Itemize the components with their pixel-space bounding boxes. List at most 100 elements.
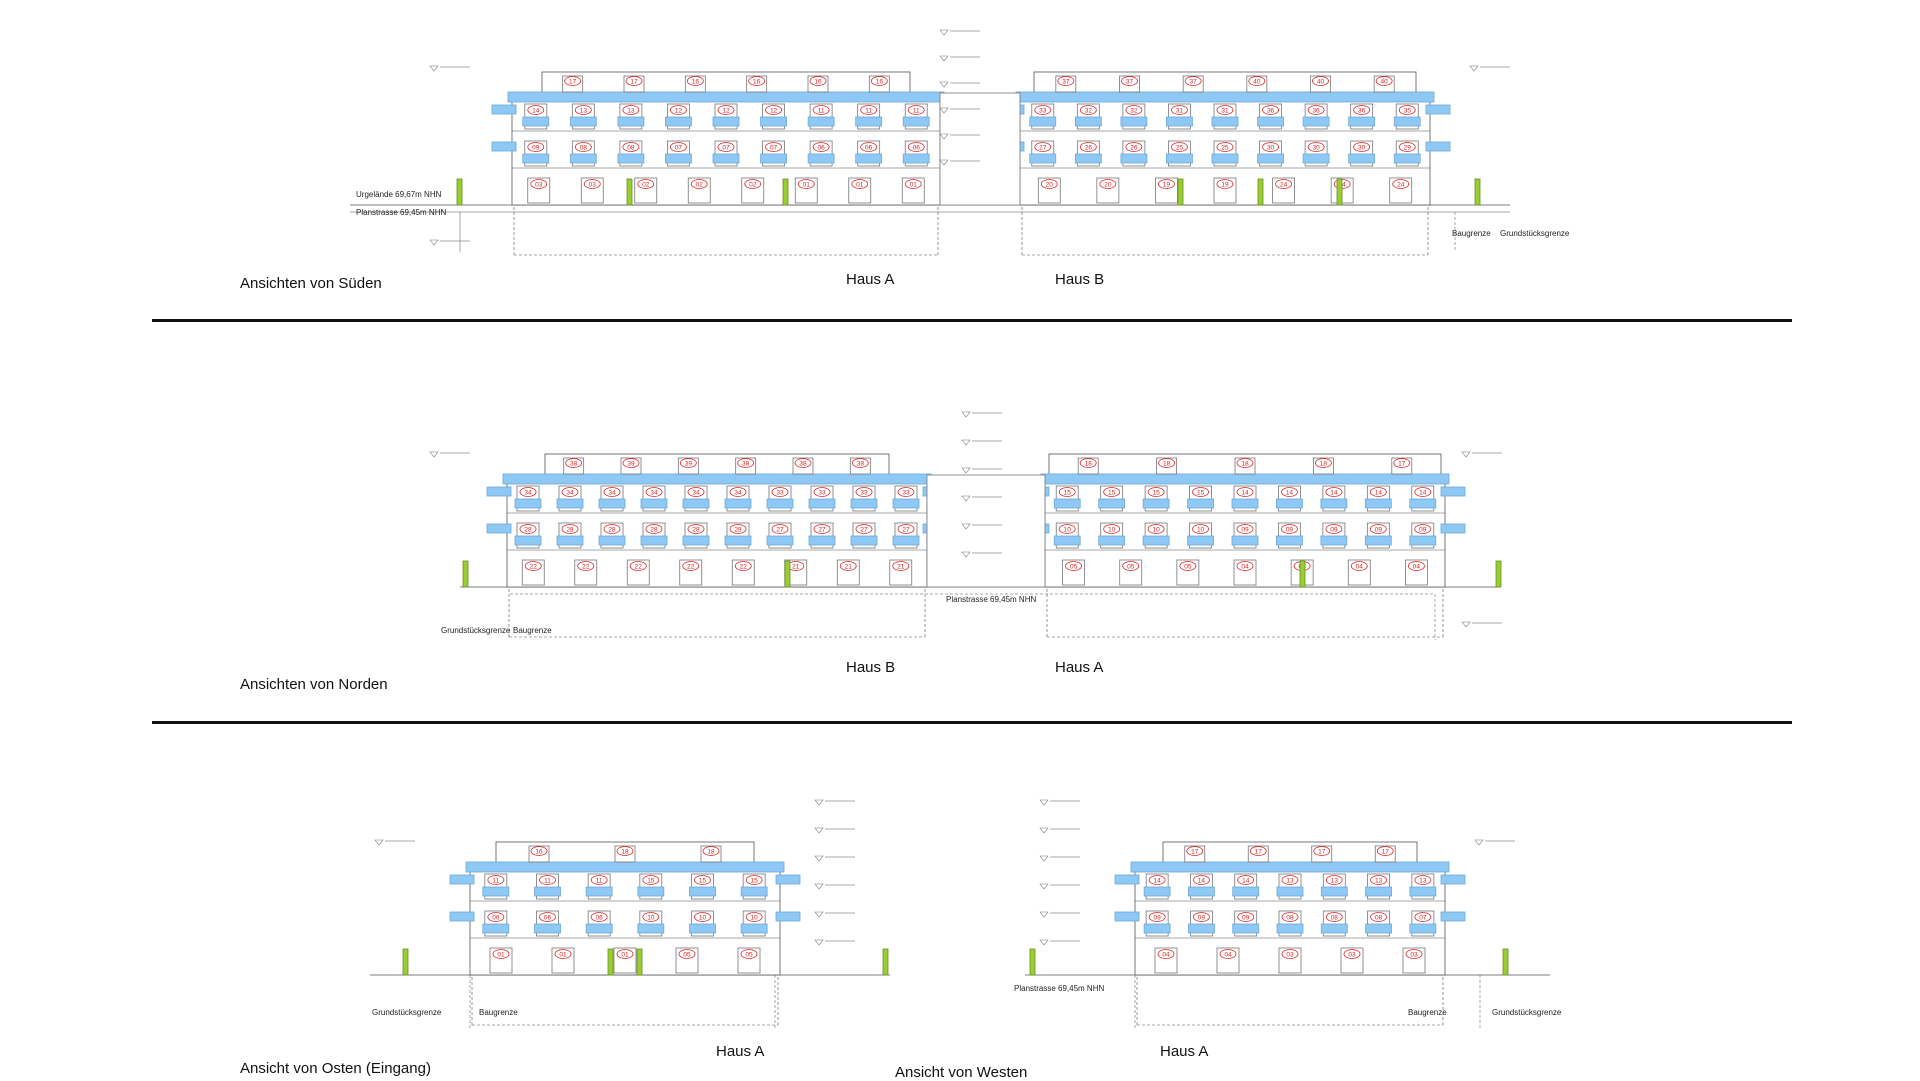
unit-marker (1369, 487, 1387, 497)
unit-marker (616, 846, 634, 856)
unit-number-label: 10 (1108, 527, 1116, 534)
balcony-railing (808, 535, 836, 546)
balcony-railing (1166, 116, 1193, 127)
unit-marker (1398, 105, 1416, 115)
level-marker (939, 107, 949, 114)
unit-number-label: 01 (559, 952, 567, 959)
level-marker (429, 451, 439, 458)
side-balcony (1425, 141, 1451, 152)
balcony-railing (637, 923, 665, 934)
balcony-railing (1188, 923, 1215, 934)
level-marker (1039, 855, 1049, 862)
tree-symbol (1029, 948, 1036, 976)
roof-edge (507, 91, 945, 103)
unit-marker (590, 875, 608, 885)
unit-marker (1158, 179, 1175, 189)
unit-marker (1216, 142, 1234, 152)
unit-marker (771, 524, 789, 534)
unit-marker (1236, 561, 1254, 571)
unit-number-label: 27 (776, 527, 784, 534)
unit-number-label: 15 (699, 878, 707, 885)
balcony-railing (1142, 498, 1170, 509)
unit-marker (717, 142, 735, 152)
basement (514, 207, 938, 255)
unit-marker (1157, 949, 1175, 959)
unit-marker (1325, 487, 1343, 497)
balcony-railing (1393, 116, 1421, 127)
balcony-railing (1302, 116, 1330, 127)
tree-symbol (607, 948, 614, 976)
unit-number-label: 38 (742, 461, 750, 468)
attic-window (1373, 75, 1395, 93)
section-title-west: Ansicht von Westen (895, 1064, 1028, 1081)
tree-symbol (626, 178, 633, 206)
window-door (1347, 559, 1371, 586)
level-marker (814, 883, 824, 890)
unit-marker (577, 561, 595, 571)
unit-number-label: 17 (1318, 849, 1326, 856)
unit-marker (860, 105, 878, 115)
unit-marker (1307, 142, 1325, 152)
roof-edge (1130, 861, 1450, 873)
window-door (737, 947, 761, 974)
unit-number-label: 13 (627, 108, 635, 115)
annotation-planstrasse-west: Planstrasse 69,45m NHN (1014, 984, 1105, 993)
unit-marker (554, 949, 572, 959)
level-marker (1039, 939, 1049, 946)
unit-marker (1325, 875, 1343, 885)
unit-number-label: 14 (1286, 490, 1294, 497)
window-door (1402, 947, 1426, 974)
unit-number-label: 15 (751, 878, 759, 885)
balcony-railing (1074, 153, 1102, 164)
unit-number-label: 36 (1312, 108, 1320, 115)
unit-number-label: 39 (627, 461, 635, 468)
unit-number-label: 13 (580, 108, 588, 115)
unit-marker (702, 846, 720, 856)
level-marker (939, 133, 949, 140)
unit-marker (1121, 76, 1138, 86)
window-door (1096, 177, 1120, 204)
unit-number-label: 26 (1130, 145, 1138, 152)
unit-marker (1375, 76, 1393, 86)
unit-number-label: 30 (1358, 145, 1366, 152)
window-door (889, 559, 913, 586)
unit-number-label: 13 (1419, 878, 1427, 885)
unit-marker (1236, 458, 1254, 468)
balcony-railing (569, 153, 597, 164)
balcony-railing (1053, 498, 1081, 509)
unit-marker (1236, 487, 1254, 497)
haus-label-a-sued: Haus A (846, 271, 895, 288)
balcony-railing (1409, 498, 1437, 509)
unit-number-label: 10 (1197, 527, 1205, 534)
unit-marker (765, 105, 782, 115)
window-door (1037, 177, 1061, 204)
attic-window (1055, 75, 1077, 93)
balcony-railing (514, 498, 542, 509)
tree-symbol (784, 560, 791, 588)
balcony-railing (1320, 498, 1348, 509)
unit-number-label: 08 (580, 145, 588, 152)
tree-symbol (1502, 948, 1509, 976)
unit-marker (855, 524, 873, 534)
balcony-railing (1188, 886, 1215, 897)
unit-number-label: 09 (1330, 527, 1338, 534)
roof-edge (1015, 91, 1435, 103)
unit-number-label: 25 (1221, 145, 1229, 152)
unit-number-label: 19 (1221, 182, 1229, 189)
attic-window (849, 457, 871, 475)
balcony-railing (850, 498, 878, 509)
unit-number-label: 01 (621, 952, 629, 959)
window-door (527, 177, 551, 204)
unit-number-label: 19 (1163, 182, 1171, 189)
unit-number-label: 32 (1085, 108, 1093, 115)
unit-marker (794, 458, 812, 468)
unit-marker (1405, 949, 1423, 959)
balcony-railing (1029, 153, 1057, 164)
unit-number-label: 18 (1320, 461, 1328, 468)
balcony-railing (892, 498, 920, 509)
balcony-railing (1276, 886, 1304, 897)
unit-number-label: 16 (692, 79, 700, 86)
level-marker (429, 239, 439, 246)
attic-window (620, 457, 642, 475)
unit-marker (851, 179, 869, 189)
